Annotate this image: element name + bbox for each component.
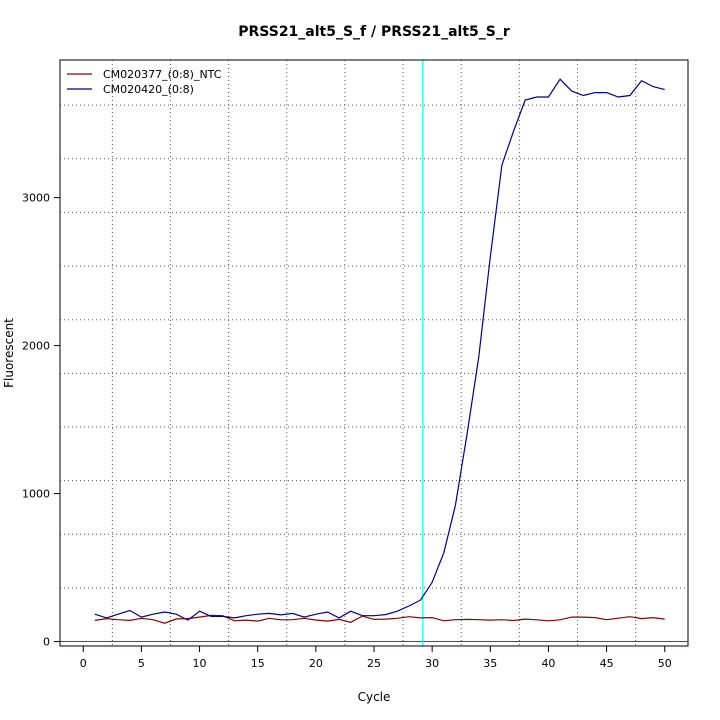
legend-label: CM020420_(0:8) (103, 83, 194, 96)
x-tick-label: 0 (80, 657, 87, 670)
x-tick-label: 15 (251, 657, 265, 670)
y-axis: 0 1000 2000 3000 (22, 192, 60, 649)
y-tick-label: 3000 (22, 192, 50, 205)
y-axis-label: Fluorescent (2, 318, 16, 388)
x-axis: 0 5 10 15 20 25 30 35 40 45 50 (80, 646, 672, 670)
y-tick-label: 1000 (22, 488, 50, 501)
series-layer (60, 60, 688, 646)
x-tick-label: 10 (193, 657, 207, 670)
x-tick-label: 50 (658, 657, 672, 670)
legend: CM020377_(0:8)_NTC CM020420_(0:8) (67, 68, 222, 96)
chart-title: PRSS21_alt5_S_f / PRSS21_alt5_S_r (238, 24, 510, 40)
x-tick-label: 5 (138, 657, 145, 670)
x-tick-label: 35 (483, 657, 497, 670)
grid (60, 60, 688, 646)
x-tick-label: 45 (600, 657, 614, 670)
y-tick-label: 2000 (22, 340, 50, 353)
series-line-2 (94, 78, 665, 621)
legend-label: CM020377_(0:8)_NTC (103, 68, 222, 81)
x-tick-label: 30 (425, 657, 439, 670)
y-tick-label: 0 (43, 636, 50, 649)
x-tick-label: 20 (309, 657, 323, 670)
x-tick-label: 40 (541, 657, 555, 670)
plot-frame (59, 59, 689, 647)
x-axis-label: Cycle (358, 690, 391, 704)
x-tick-label: 25 (367, 657, 381, 670)
